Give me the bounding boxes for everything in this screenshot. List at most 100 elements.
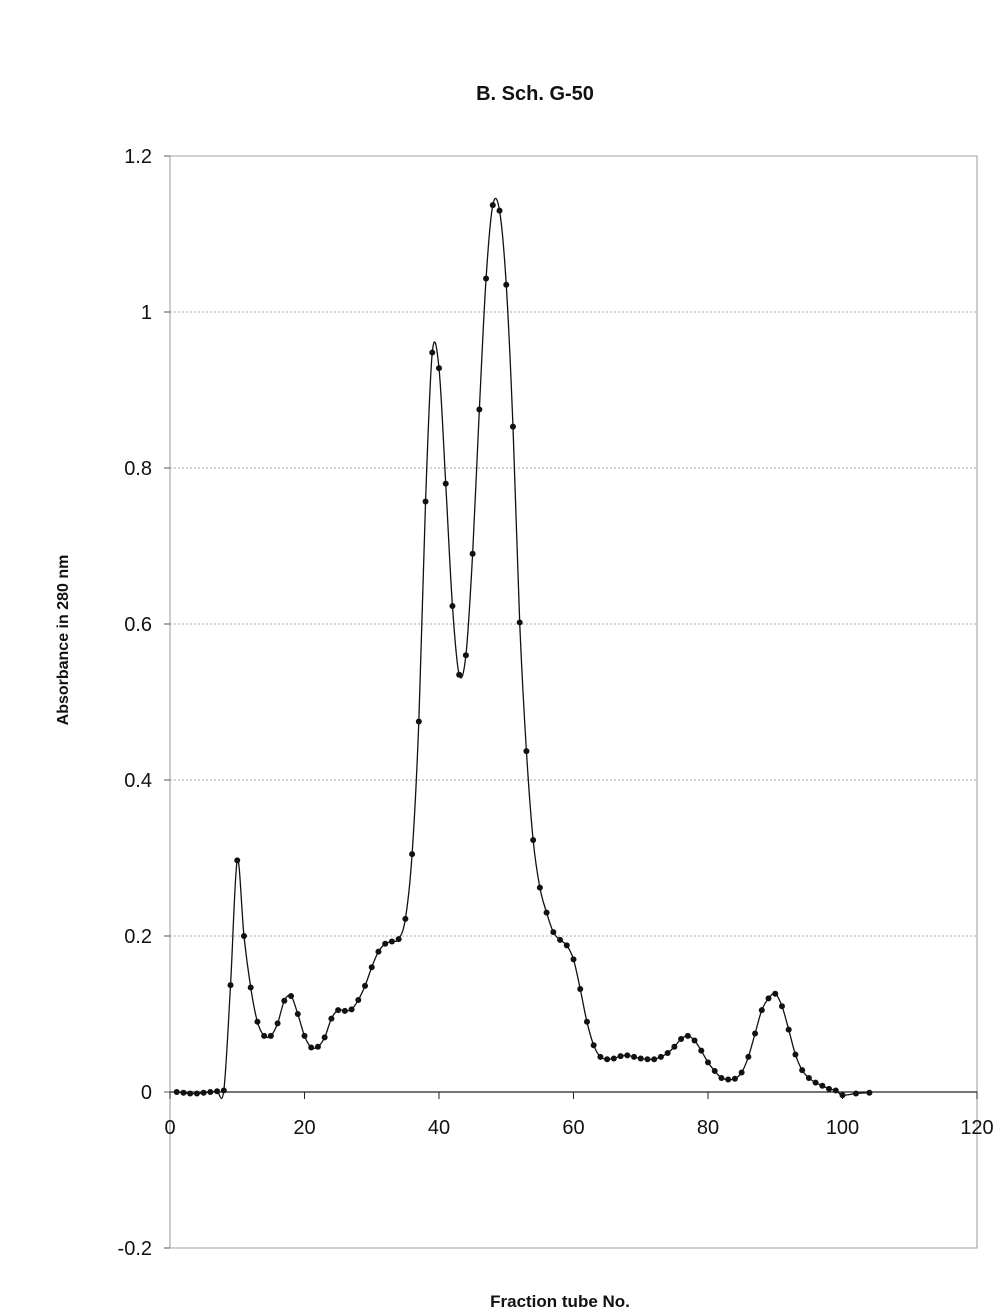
data-point xyxy=(631,1053,638,1060)
data-point xyxy=(671,1043,678,1050)
data-point xyxy=(247,984,254,991)
data-line xyxy=(176,197,870,1100)
data-point xyxy=(785,1026,792,1033)
y-tick-label: 0.4 xyxy=(124,770,152,792)
data-point xyxy=(826,1085,833,1092)
data-point xyxy=(173,1089,180,1095)
data-point xyxy=(684,1032,691,1039)
data-point xyxy=(691,1037,698,1044)
data-point xyxy=(368,964,375,971)
chart-title: B. Sch. G-50 xyxy=(476,83,594,105)
data-point xyxy=(550,929,557,936)
data-point xyxy=(321,1034,328,1041)
data-point xyxy=(267,1032,274,1039)
y-tick-label: -0.2 xyxy=(118,1238,152,1260)
data-point xyxy=(496,207,503,214)
data-point xyxy=(543,909,550,916)
data-point xyxy=(281,997,288,1004)
data-point xyxy=(489,202,496,209)
y-tick-label: 0.8 xyxy=(124,458,152,480)
data-point xyxy=(745,1053,752,1060)
y-tick-label: 0.2 xyxy=(124,926,152,948)
data-point xyxy=(738,1069,745,1076)
data-point xyxy=(207,1089,214,1095)
data-point xyxy=(752,1030,759,1037)
x-tick-label: 0 xyxy=(164,1117,175,1139)
x-tick-label: 100 xyxy=(826,1117,859,1139)
data-point xyxy=(778,1003,785,1010)
data-point xyxy=(187,1090,194,1097)
data-point xyxy=(288,993,295,1000)
data-point xyxy=(597,1053,604,1060)
data-point xyxy=(651,1056,658,1063)
plot-area xyxy=(169,155,978,1249)
data-point xyxy=(530,837,537,844)
data-point xyxy=(657,1053,664,1060)
data-point xyxy=(422,498,429,505)
data-point xyxy=(240,933,247,939)
data-point xyxy=(509,423,516,430)
data-point xyxy=(294,1011,301,1017)
data-point xyxy=(415,718,422,725)
data-point xyxy=(348,1006,355,1013)
data-point xyxy=(261,1032,268,1039)
x-tick-label: 60 xyxy=(562,1117,584,1139)
data-point xyxy=(409,851,416,858)
data-point xyxy=(301,1032,308,1039)
data-point xyxy=(711,1067,718,1074)
x-tick-label: 120 xyxy=(960,1117,993,1139)
data-point xyxy=(758,1007,765,1014)
y-tick-label: 0.6 xyxy=(124,614,152,636)
data-point xyxy=(442,480,449,487)
data-point xyxy=(664,1050,671,1056)
data-point xyxy=(583,1018,590,1025)
data-point xyxy=(590,1042,597,1049)
data-point xyxy=(765,995,772,1002)
data-point xyxy=(220,1087,227,1094)
data-point xyxy=(180,1089,187,1096)
data-point xyxy=(214,1088,221,1095)
data-point xyxy=(328,1015,335,1022)
data-point xyxy=(193,1090,200,1097)
data-point xyxy=(483,275,490,282)
data-point xyxy=(866,1089,873,1096)
y-tick-label: 0 xyxy=(141,1082,152,1104)
data-point xyxy=(718,1074,725,1081)
data-point xyxy=(805,1074,812,1081)
data-point xyxy=(705,1059,711,1066)
data-point xyxy=(402,915,409,922)
data-point xyxy=(563,942,570,949)
data-point xyxy=(637,1055,644,1062)
data-point xyxy=(227,982,234,989)
data-point xyxy=(725,1076,732,1083)
data-point xyxy=(335,1007,342,1014)
data-point xyxy=(456,671,463,678)
data-point xyxy=(449,603,456,610)
data-point xyxy=(799,1067,806,1074)
x-tick-label: 80 xyxy=(697,1117,719,1139)
data-point xyxy=(610,1055,617,1062)
data-point xyxy=(395,936,402,943)
data-point xyxy=(436,365,442,372)
data-point xyxy=(382,940,389,947)
data-point xyxy=(362,982,369,989)
data-point xyxy=(274,1020,281,1027)
data-point xyxy=(792,1051,799,1058)
data-point xyxy=(341,1007,348,1014)
data-point xyxy=(234,857,241,864)
y-axis-label: Absorbance in 280 nm xyxy=(55,555,72,726)
x-tick-label: 40 xyxy=(428,1117,450,1139)
y-tick-label: 1 xyxy=(141,302,152,324)
data-point xyxy=(731,1075,738,1082)
data-point xyxy=(812,1079,819,1086)
data-point xyxy=(557,936,564,943)
data-point xyxy=(254,1018,261,1025)
data-point xyxy=(839,1092,846,1099)
data-point xyxy=(852,1090,859,1097)
data-point xyxy=(644,1056,651,1063)
data-point xyxy=(577,986,584,993)
x-axis-label: Fraction tube No. xyxy=(490,1292,630,1309)
data-point xyxy=(698,1047,705,1054)
data-point xyxy=(536,884,543,891)
data-point xyxy=(624,1052,631,1059)
